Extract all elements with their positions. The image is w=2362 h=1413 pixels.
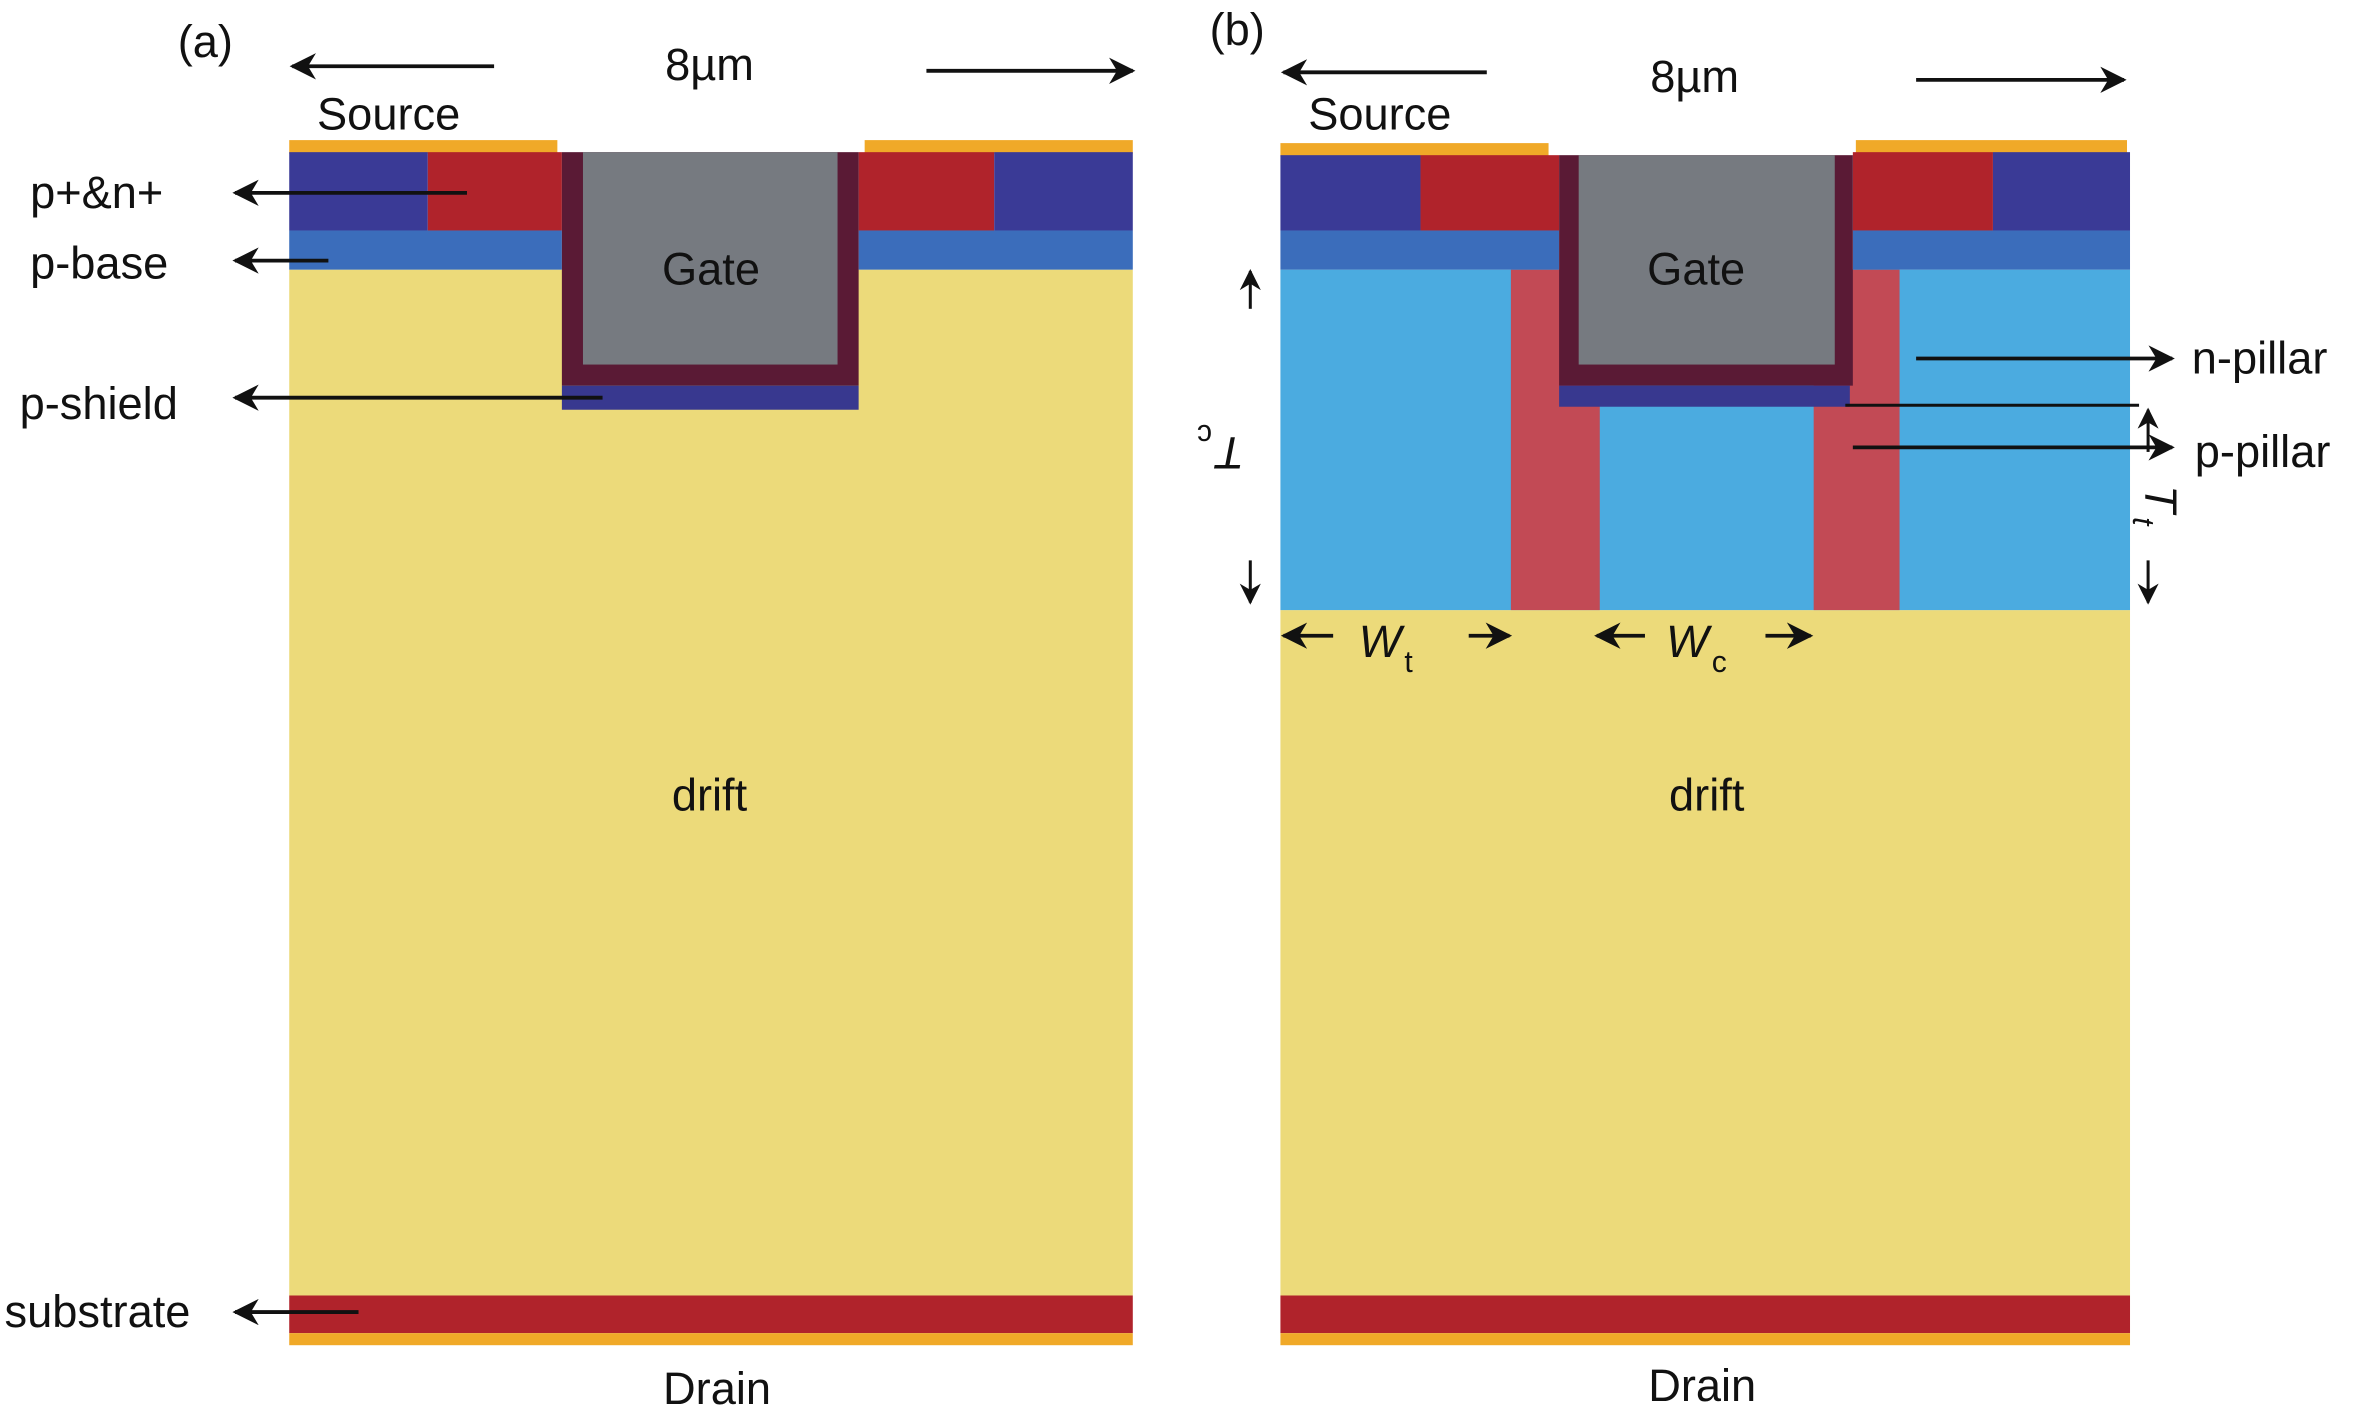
drift-label: drift [1669, 769, 1745, 820]
tt-main: T [2135, 485, 2186, 516]
gate [1578, 155, 1835, 365]
n-pillar-label: n-pillar [2192, 333, 2328, 384]
drain-metal [289, 1333, 1133, 1346]
source-metal-right [1855, 140, 2128, 154]
p-base-left [1280, 230, 1560, 270]
tc-main: T [1213, 427, 1244, 478]
panel-a-tag: (a) [178, 16, 233, 67]
pn-plus-label: p+&n+ [30, 167, 163, 218]
n-plus-right [858, 152, 995, 231]
wt-main: W [1359, 616, 1406, 667]
source-metal-left [1280, 143, 1549, 157]
wt-sub: t [1404, 646, 1413, 679]
wc-main: W [1666, 616, 1713, 667]
p-base-right [858, 230, 1133, 270]
substrate [289, 1295, 1133, 1334]
p-base-left [289, 230, 562, 270]
drift-region [1280, 610, 2131, 1296]
p-plus-left [1280, 155, 1421, 231]
drain-label: Drain [1648, 1360, 1756, 1411]
wc-sub: c [1712, 646, 1727, 679]
panel-a: (a) 8µm Source Gate drift Drain p+&n+ p-… [5, 16, 1136, 1413]
width-label: 8µm [665, 39, 754, 90]
width-label: 8µm [1650, 51, 1739, 102]
p-shield [561, 385, 859, 410]
gate [582, 152, 838, 365]
p-pillar-label: p-pillar [2195, 426, 2331, 477]
p-shield-label: p-shield [20, 378, 178, 429]
gate-label: Gate [662, 244, 760, 295]
p-plus-right [1992, 152, 2131, 231]
tt-label-group: Tt [2126, 485, 2186, 527]
substrate-label: substrate [5, 1286, 191, 1337]
drift-region [289, 269, 1133, 1296]
source-label: Source [1308, 89, 1451, 140]
tc-label-group: Tc [1197, 418, 1244, 478]
source-label: Source [317, 89, 460, 140]
tt-label: Tt [2126, 485, 2186, 527]
p-shield [1559, 385, 1850, 407]
source-metal-left [289, 140, 558, 154]
tc-sub: c [1197, 418, 1212, 451]
tt-sub: t [2126, 517, 2159, 527]
source-metal-right [864, 140, 1133, 154]
drain-metal [1280, 1333, 2131, 1346]
p-base-right [1852, 230, 2131, 270]
drain-label: Drain [663, 1363, 771, 1413]
p-base-label: p-base [30, 238, 168, 289]
n-plus-left [1420, 155, 1560, 231]
substrate [1280, 1295, 2131, 1334]
p-plus-right [994, 152, 1133, 231]
panel-b-tag: (b) [1210, 4, 1265, 55]
panel-b: (b) 8µm Source Gate drift Drain n-pillar… [1197, 4, 2330, 1411]
gate-label: Gate [1647, 244, 1745, 295]
n-plus-right [1852, 152, 1993, 231]
tc-label: Tc [1197, 418, 1244, 478]
drift-label: drift [672, 769, 748, 820]
